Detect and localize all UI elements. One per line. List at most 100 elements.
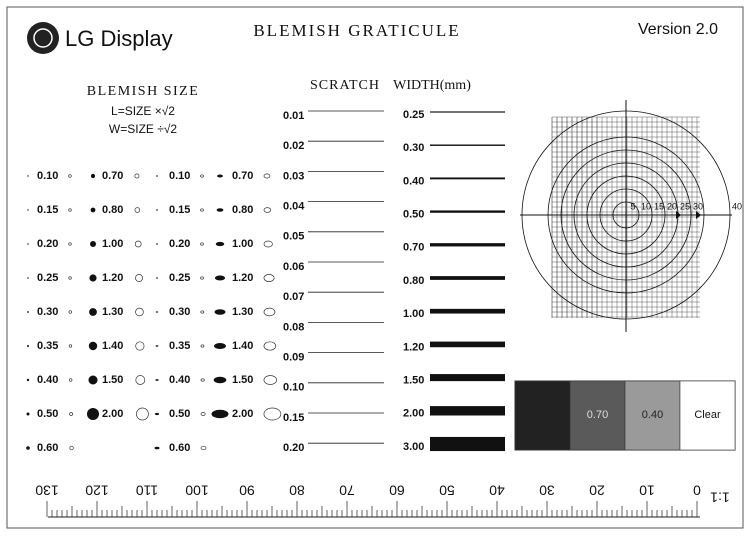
- width-title: WIDTH(mm): [393, 78, 471, 93]
- blemish-label: 0.35: [169, 340, 190, 352]
- swatch: [679, 380, 736, 451]
- scratch-label: 0.03: [283, 170, 304, 182]
- blemish-oval: [214, 343, 226, 349]
- ring-label: 40: [732, 201, 742, 211]
- blemish-outline: [68, 208, 72, 212]
- scratch-label: 0.07: [283, 291, 304, 303]
- ring-label: 10: [641, 201, 651, 211]
- blemish-label: 1.00: [102, 238, 123, 250]
- blemish-oval: [211, 409, 229, 419]
- ring-label: 25: [680, 201, 690, 211]
- blemish-dot: [26, 344, 30, 348]
- blemish-outline: [200, 344, 205, 348]
- blemish-label: 0.10: [37, 170, 58, 182]
- ruler-label: 10: [639, 482, 655, 498]
- width-bar: [430, 374, 505, 382]
- blemish-outline: [200, 208, 204, 212]
- ring: [586, 175, 666, 255]
- blemish-outline: [263, 240, 273, 248]
- blemish-label: 1.50: [102, 374, 123, 386]
- scratch-label: 0.02: [283, 140, 304, 152]
- ruler-label: 0: [693, 482, 701, 498]
- blemish-outline: [200, 276, 204, 280]
- blemish-outline: [263, 307, 276, 317]
- blemish-outline: [200, 445, 207, 451]
- title: BLEMISH GRATICULE: [253, 21, 460, 40]
- ring-label: 5: [630, 201, 635, 211]
- ruler-label: 30: [539, 482, 555, 498]
- width-bar: [430, 341, 505, 348]
- blemish-label: 0.70: [232, 170, 253, 182]
- blemish-outline: [69, 445, 74, 451]
- width-bar: [430, 406, 505, 416]
- blemish-dot: [26, 378, 30, 382]
- blemish-outline: [134, 173, 140, 179]
- blemish-label: 0.10: [169, 170, 190, 182]
- width-bar: [430, 276, 505, 280]
- blemish-label: 1.40: [102, 340, 123, 352]
- blemish-dot: [88, 341, 98, 351]
- blemish-label: 0.20: [169, 238, 190, 250]
- ring-arrow: [696, 211, 701, 219]
- width-label: 0.70: [403, 242, 424, 254]
- scratch-label: 0.10: [283, 382, 304, 394]
- blemish-outline: [68, 242, 72, 246]
- blemish-outline: [135, 375, 146, 385]
- blemish-label: 1.00: [232, 238, 253, 250]
- blemish-label: 1.30: [232, 306, 253, 318]
- blemish-outline: [68, 276, 72, 280]
- blemish-label: 2.00: [102, 408, 123, 420]
- blemish-dot: [87, 408, 99, 420]
- formula-w: W=SIZE ÷√2: [109, 122, 178, 136]
- blemish-dot: [90, 207, 96, 213]
- blemish-outline: [135, 307, 144, 317]
- blemish-label: 0.40: [169, 374, 190, 386]
- blemish-outline: [134, 240, 142, 248]
- blemish-outline: [200, 412, 206, 416]
- blemish-label: 1.40: [232, 340, 253, 352]
- blemish-oval: [215, 241, 225, 247]
- blemish-label: 0.30: [37, 306, 58, 318]
- blemish-label: 0.25: [169, 272, 190, 284]
- blemish-label: 0.80: [102, 204, 123, 216]
- width-label: 1.50: [403, 375, 424, 387]
- blemish-oval: [214, 309, 226, 315]
- blemish-dot: [27, 243, 29, 245]
- ruler-label: 100: [185, 482, 209, 498]
- blemish-label: 0.80: [232, 204, 253, 216]
- logo-text: LG Display: [65, 26, 173, 51]
- blemish-outline: [263, 375, 277, 385]
- width-bar: [430, 210, 505, 213]
- blemish-label: 2.00: [232, 408, 253, 420]
- blemish-label: 1.20: [102, 272, 123, 284]
- ring-label: 20: [667, 201, 677, 211]
- blemish-outline: [68, 310, 72, 314]
- blemish-label: 1.50: [232, 374, 253, 386]
- blemish-label: 0.60: [169, 442, 190, 454]
- width-bar: [430, 177, 505, 180]
- scratch-label: 0.08: [283, 321, 304, 333]
- blemish-oval: [156, 243, 158, 245]
- blemish-oval: [216, 208, 224, 212]
- blemish-outline: [69, 378, 73, 382]
- blemish-dot: [88, 375, 98, 385]
- blemish-dot: [90, 241, 96, 247]
- ruler-label: 120: [85, 482, 109, 498]
- width-bar: [430, 436, 505, 452]
- scratch-label: 0.05: [283, 231, 304, 243]
- blemish-oval: [154, 446, 160, 450]
- ring: [612, 201, 640, 229]
- scratch-label: 0.15: [283, 412, 304, 424]
- blemish-outline: [263, 274, 275, 282]
- width-bar: [430, 308, 505, 314]
- blemish-outline: [200, 378, 205, 382]
- swatch-label: Clear: [694, 409, 721, 421]
- blemish-oval: [155, 277, 159, 279]
- swatch-label: 0.70: [587, 409, 608, 421]
- ruler-label: 70: [339, 482, 355, 498]
- blemish-label: 0.20: [37, 238, 58, 250]
- width-label: 3.00: [403, 441, 424, 453]
- blemish-dot: [26, 446, 30, 450]
- width-label: 0.25: [403, 109, 424, 121]
